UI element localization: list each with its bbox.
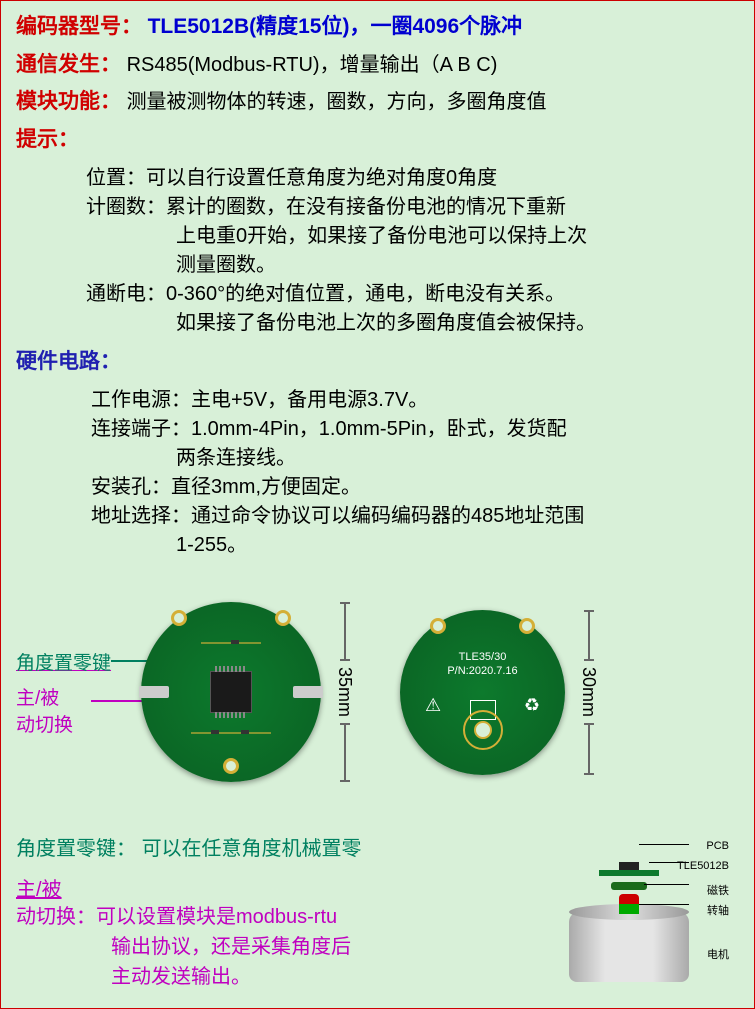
magnet-icon [611,882,647,890]
mount-hole [519,618,535,634]
tip-count2: 上电重0开始，如果接了备份电池可以保持上次 [16,219,739,248]
comm-value: RS485(Modbus-RTU)，增量输出（A B C) [127,54,498,76]
dim-line [588,610,590,662]
back-model: TLE35/30 [447,650,517,664]
comm-label: 通信发生： [16,53,121,76]
tip-power1: 通断电：0-360°的绝对值位置，通电，断电没有关系。 [16,277,739,306]
dim-line [344,602,346,661]
hw-mount: 安装孔：直径3mm,方便固定。 [16,470,739,499]
pcb-side-labels: 角度置零键 主/被 动切换 [16,648,136,737]
motor-body-icon [569,912,689,982]
weee-icon: ♻ [524,695,540,716]
leader-line [639,844,689,845]
leader-line [644,884,689,885]
back-pn: P/N:2020.7.16 [447,664,517,678]
connector-left-icon [139,686,169,698]
pcb-back-silkscreen: TLE35/30 P/N:2020.7.16 [447,650,517,679]
pcb-side-icon [599,870,659,876]
hw-psu: 工作电源：主电+5V，备用电源3.7V。 [16,383,739,412]
mount-hole [430,618,446,634]
hw-conn1: 连接端子：1.0mm-4Pin，1.0mm-5Pin，卧式，发货配 [16,412,739,441]
tip-label: 提示： [16,128,79,151]
switch-label-2: 动切换 [16,710,136,737]
warning-icon: ⚠ [425,695,441,716]
pcb-row: 角度置零键 主/被 动切换 35mm TLE35/30 P/N:2020.7.1… [16,582,739,802]
connector-right-icon [293,686,323,698]
func-row: 模块功能： 测量被测物体的转速，圈数，方向，多圈角度值 [16,86,739,118]
motor-diagram: PCB TLE5012B 磁铁 转轴 电机 [549,832,729,982]
hw-addr2: 1-255。 [16,528,739,557]
smd-component [211,730,219,734]
dimension-back: 30mm [578,610,599,775]
dim-text-back: 30mm [578,667,599,717]
mount-hole [275,610,291,626]
sensor-chip-icon [619,862,639,870]
model-value: TLE5012B(精度15位)，一圈4096个脉冲 [148,15,523,38]
func-value: 测量被测物体的转速，圈数，方向，多圈角度值 [127,91,547,113]
tip-count3: 测量圈数。 [16,248,739,277]
tip-power2: 如果接了备份电池上次的多圈角度值会被保持。 [16,306,739,335]
tip-count1: 计圈数：累计的圈数，在没有接备份电池的情况下重新 [16,190,739,219]
comm-row: 通信发生： RS485(Modbus-RTU)，增量输出（A B C) [16,49,739,81]
hw-addr1: 地址选择：通过命令协议可以编码编码器的485地址范围 [16,499,739,528]
diagram-label-shaft: 转轴 [707,902,729,918]
hw-conn2: 两条连接线。 [16,441,739,470]
pcb-front [141,602,321,782]
diagram-label-motor: 电机 [707,946,729,962]
diagram-label-sensor: TLE5012B [677,860,729,872]
model-row: 编码器型号： TLE5012B(精度15位)，一圈4096个脉冲 [16,11,739,43]
back-mount-ring [463,710,503,750]
switch-label-1: 主/被 [16,683,136,710]
dim-line [588,723,590,775]
hw-title: 硬件电路： [16,345,739,375]
dim-text-front: 35mm [334,667,355,717]
bottom-zero-label: 角度置零键： [16,838,136,860]
mount-hole [223,758,239,774]
leader-line [639,904,689,905]
shaft-icon [619,894,639,914]
smd-component [231,640,239,644]
tip-row: 提示： [16,124,739,156]
func-label: 模块功能： [16,90,121,113]
pcb-trace [191,732,271,734]
bottom-section: 角度置零键： 可以在任意角度机械置零 主/被 动切换：可以设置模块是modbus… [16,832,739,992]
tip-pos: 位置：可以自行设置任意角度为绝对角度0角度 [16,161,739,190]
mount-hole [171,610,187,626]
mcu-chip-icon [210,671,252,713]
bottom-zero-text: 可以在任意角度机械置零 [142,838,362,860]
dim-line [344,723,346,782]
pcb-back: TLE35/30 P/N:2020.7.16 ⚠ ♻ [400,610,565,775]
diagram-label-pcb: PCB [706,840,729,852]
dimension-front: 35mm [334,602,355,782]
smd-component [241,730,249,734]
model-label: 编码器型号： [16,15,142,38]
diagram-label-magnet: 磁铁 [707,882,729,898]
